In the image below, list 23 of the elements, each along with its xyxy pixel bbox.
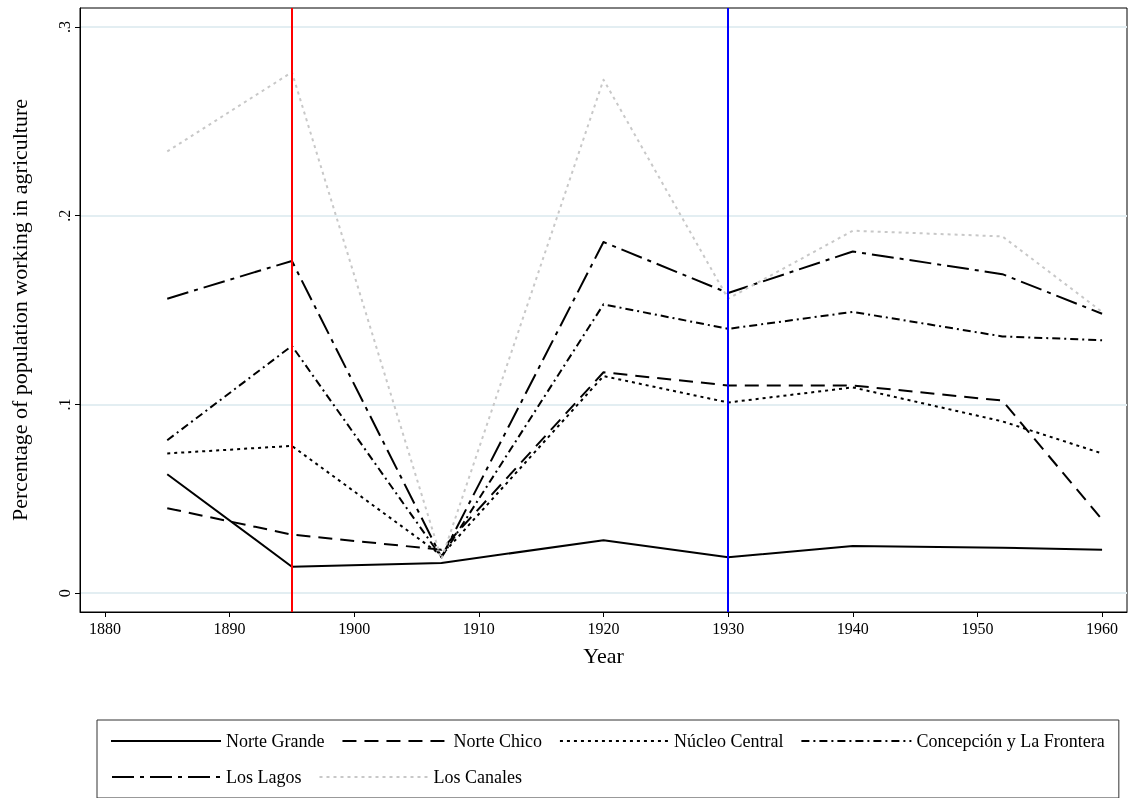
x-tick-label: 1890 [213,619,246,637]
y-axis-title: Percentage of population working in agriculture [6,98,32,522]
y-tick-label: .1 [55,398,73,411]
x-tick-label: 1960 [1086,619,1119,637]
y-tick-label: .3 [55,20,73,33]
x-tick-label: 1900 [338,619,371,637]
legend-label: Los Canales [433,767,522,787]
y-tick-label: .2 [55,209,73,222]
x-tick-label: 1880 [88,619,121,637]
x-tick-label: 1950 [961,619,994,637]
line-series [166,241,1104,559]
legend-label: Norte Grande [226,731,325,751]
legend-label: Núcleo Central [673,731,784,751]
x-tick-label: 1930 [712,619,745,637]
x-tick-label: 1920 [587,619,620,637]
x-tick-label: 1910 [462,619,495,637]
y-tick-label: 0 [55,589,73,598]
x-tick-label: 1940 [836,619,869,637]
x-axis-title: Year [583,642,625,668]
legend-label: Norte Chico [453,731,542,751]
legend-label: Concepción y La Frontera [916,731,1105,751]
line-series [166,71,1104,561]
legend-label: Los Lagos [226,767,302,787]
